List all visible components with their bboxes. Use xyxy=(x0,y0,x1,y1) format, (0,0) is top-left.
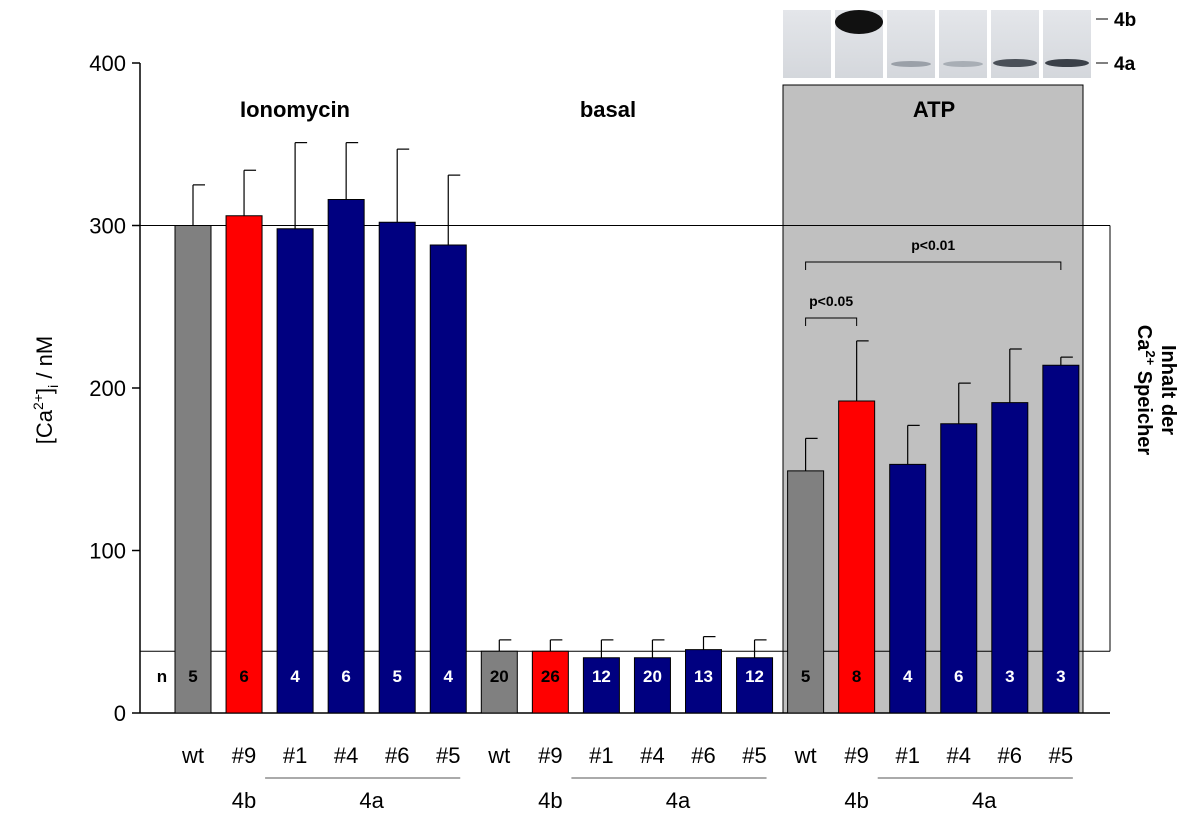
x-tick-label: #6 xyxy=(691,743,715,768)
x-tick-label: #1 xyxy=(589,743,613,768)
panel-title: basal xyxy=(580,97,636,122)
significance-label: p<0.01 xyxy=(911,237,955,253)
bar xyxy=(175,226,211,714)
y-label-part: [Ca xyxy=(32,409,57,444)
right-label-part: Speicher xyxy=(1133,365,1155,455)
blot-lane xyxy=(783,10,831,78)
n-count: 12 xyxy=(592,667,611,686)
x-tick-label: #6 xyxy=(998,743,1022,768)
n-count: 13 xyxy=(694,667,713,686)
x-tick-label: #4 xyxy=(640,743,664,768)
x-tick-label: #4 xyxy=(947,743,971,768)
n-count: 20 xyxy=(490,667,509,686)
blot-lane xyxy=(939,10,987,78)
n-count: 4 xyxy=(290,667,300,686)
n-count: 6 xyxy=(341,667,350,686)
n-count: 8 xyxy=(852,667,861,686)
n-count: 12 xyxy=(745,667,764,686)
n-count: 5 xyxy=(392,667,401,686)
n-label: n xyxy=(157,667,167,686)
x-tick-label: #4 xyxy=(334,743,358,768)
blot-band xyxy=(891,61,931,67)
blot-label: 4a xyxy=(1114,54,1136,75)
x-tick-label: #9 xyxy=(538,743,562,768)
blot-label: 4b xyxy=(1114,10,1136,31)
x-tick-label: #1 xyxy=(895,743,919,768)
strain-label: 4b xyxy=(232,788,256,813)
x-tick-label: #9 xyxy=(844,743,868,768)
blot-lane xyxy=(887,10,935,78)
x-tick-label: #5 xyxy=(742,743,766,768)
x-tick-label: #5 xyxy=(436,743,460,768)
bar xyxy=(277,229,313,713)
bar xyxy=(379,222,415,713)
strain-label: 4a xyxy=(359,788,384,813)
bar xyxy=(1043,365,1079,713)
y-tick-label: 300 xyxy=(89,214,126,239)
bar xyxy=(328,200,364,714)
blot-band xyxy=(993,59,1037,67)
bar xyxy=(430,245,466,713)
x-tick-label: #9 xyxy=(232,743,256,768)
blot-band xyxy=(835,10,883,34)
blot-lane xyxy=(1043,10,1091,78)
x-tick-label: wt xyxy=(181,743,204,768)
strain-label: 4a xyxy=(666,788,691,813)
n-count: 4 xyxy=(444,667,454,686)
chart: 4b 4a [Ca2+]i / nM Inhalt der Ca2+ Speic… xyxy=(0,0,1184,814)
n-count: 5 xyxy=(801,667,810,686)
n-count: 6 xyxy=(954,667,963,686)
y-tick-label: 0 xyxy=(114,701,126,726)
x-tick-label: #5 xyxy=(1049,743,1073,768)
x-tick-label: wt xyxy=(794,743,817,768)
n-count: 20 xyxy=(643,667,662,686)
n-count: 4 xyxy=(903,667,913,686)
right-label-line: Ca2+ Speicher xyxy=(1133,325,1158,456)
y-tick-label: 100 xyxy=(89,539,126,564)
strain-label: 4b xyxy=(844,788,868,813)
right-label-part: Ca xyxy=(1133,325,1155,351)
n-count: 26 xyxy=(541,667,560,686)
n-count: 3 xyxy=(1056,667,1065,686)
bar xyxy=(226,216,262,713)
blot-band xyxy=(943,61,983,67)
y-label-part: / nM xyxy=(32,336,57,385)
n-count: 6 xyxy=(239,667,248,686)
strain-label: 4a xyxy=(972,788,997,813)
right-label: Inhalt der Ca2+ Speicher xyxy=(1133,325,1179,456)
n-count: 5 xyxy=(188,667,197,686)
y-tick-label: 400 xyxy=(89,51,126,76)
n-count: 3 xyxy=(1005,667,1014,686)
right-label-line: Inhalt der xyxy=(1157,345,1179,435)
blot: 4b 4a xyxy=(783,10,1136,78)
panel-title: Ionomycin xyxy=(240,97,350,122)
x-tick-label: wt xyxy=(487,743,510,768)
blot-lane xyxy=(991,10,1039,78)
y-tick-label: 200 xyxy=(89,376,126,401)
significance-label: p<0.05 xyxy=(809,293,853,309)
x-tick-label: #6 xyxy=(385,743,409,768)
y-label-sup: 2+ xyxy=(30,394,46,410)
x-tick-label: #1 xyxy=(283,743,307,768)
blot-band xyxy=(1045,59,1089,67)
atp-panel xyxy=(783,85,1083,713)
panel-title: ATP xyxy=(913,97,955,122)
right-label-sup: 2+ xyxy=(1143,350,1158,365)
y-axis-label: [Ca2+]i / nM xyxy=(30,336,61,444)
strain-label: 4b xyxy=(538,788,562,813)
